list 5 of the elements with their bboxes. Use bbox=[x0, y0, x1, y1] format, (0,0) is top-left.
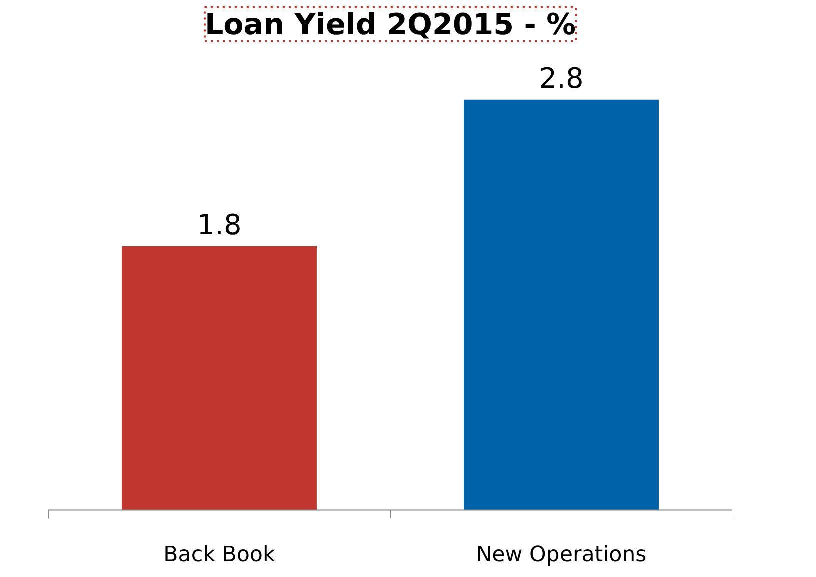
chart-title: Loan Yield 2Q2015 - % bbox=[204, 8, 576, 42]
data-label: 2.8 bbox=[539, 62, 584, 95]
x-tick-label: New Operations bbox=[476, 542, 647, 568]
data-label: 1.8 bbox=[197, 208, 242, 242]
x-tick-label: Back Book bbox=[164, 542, 276, 568]
